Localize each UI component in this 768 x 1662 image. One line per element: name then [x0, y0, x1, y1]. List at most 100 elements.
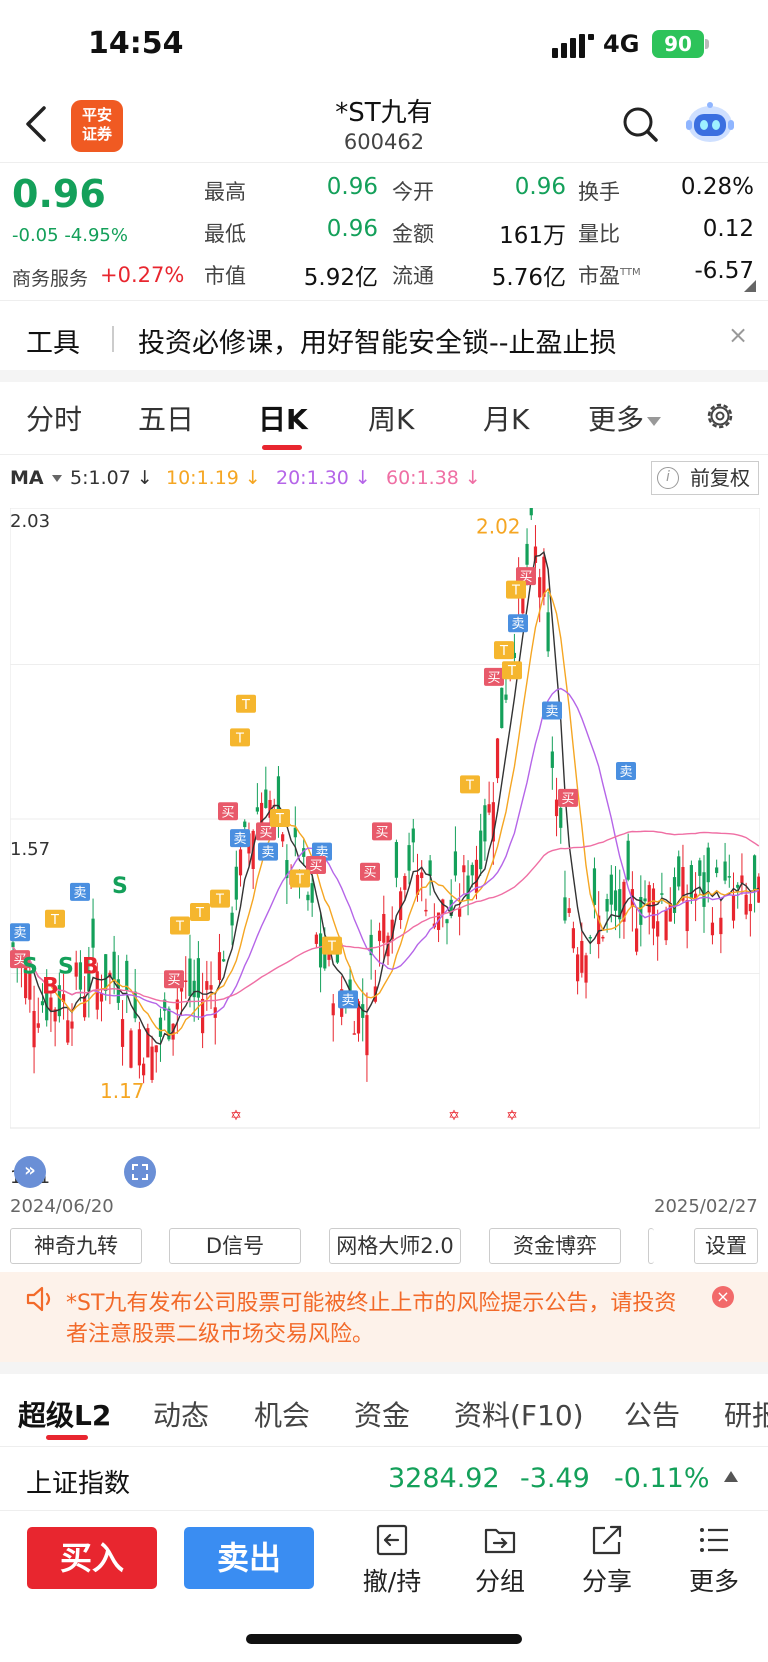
- indicator-button-jiuzhuan[interactable]: 神奇九转: [10, 1228, 142, 1264]
- event-star-icon: ✡: [448, 1108, 460, 1124]
- sector-name[interactable]: 商务服务: [12, 268, 89, 290]
- current-price: 0.96: [12, 172, 106, 216]
- tab-capital[interactable]: 资金: [354, 1399, 411, 1432]
- buy-tag-bg: [164, 970, 184, 989]
- candle-body: [752, 855, 757, 891]
- tab-monthly-k[interactable]: 月K: [483, 403, 530, 436]
- gear-icon[interactable]: [704, 400, 736, 432]
- expand-left-icon[interactable]: »: [14, 1156, 46, 1188]
- back-icon[interactable]: [22, 104, 52, 144]
- signal-letter: B: [82, 955, 99, 980]
- fullscreen-icon[interactable]: [124, 1156, 156, 1188]
- indicator-button-d-signal[interactable]: D信号: [169, 1228, 301, 1264]
- expand-up-icon[interactable]: [724, 1471, 738, 1482]
- candle-body: [142, 1063, 146, 1076]
- close-icon[interactable]: ×: [712, 1286, 734, 1308]
- candle-body: [504, 694, 508, 700]
- cancel-hold-button[interactable]: 撤/持: [347, 1522, 437, 1598]
- undo-icon: [376, 1524, 408, 1556]
- dropdown-arrow-icon: [647, 416, 662, 426]
- candle-body: [40, 1001, 45, 1006]
- tab-dynamics[interactable]: 动态: [153, 1399, 210, 1432]
- buy-tag-bg: [372, 822, 392, 841]
- candle-body: [487, 804, 491, 813]
- sell-tag: 卖: [619, 765, 632, 780]
- candle-body: [685, 900, 689, 932]
- robot-assistant-icon[interactable]: [684, 100, 736, 146]
- more-button[interactable]: 更多: [669, 1522, 759, 1598]
- candle-body: [706, 847, 710, 883]
- candle-body: [613, 890, 618, 911]
- quote-label: 市盈TTM: [578, 264, 641, 288]
- tab-f10[interactable]: 资料(F10): [454, 1399, 584, 1432]
- chart-frame: [10, 508, 760, 1129]
- tab-fenshi[interactable]: 分时: [26, 403, 83, 436]
- quote-value: 0.96: [514, 174, 566, 200]
- candle-body: [133, 991, 137, 1019]
- tab-opportunity[interactable]: 机会: [254, 1399, 311, 1432]
- network-type: 4G: [603, 30, 640, 58]
- candle-body: [53, 1009, 57, 1022]
- tab-super-l2[interactable]: 超级L2: [18, 1399, 112, 1432]
- candle-body: [264, 789, 268, 808]
- tools-promo-text[interactable]: 投资必修课，用好智能安全锁--止盈止损: [138, 328, 617, 359]
- candle-body: [668, 903, 672, 922]
- candle-body: [643, 898, 647, 902]
- sell-button[interactable]: 卖出: [184, 1527, 314, 1589]
- indicator-button-capital-game[interactable]: 资金博弈: [489, 1228, 621, 1264]
- adjustment-selector[interactable]: 前复权: [651, 461, 759, 495]
- tab-weekly-k[interactable]: 周K: [368, 403, 415, 436]
- buy-button[interactable]: 买入: [27, 1527, 157, 1589]
- quote-label: 今开: [392, 180, 434, 204]
- ma-label: MA: [10, 467, 44, 489]
- divider: [0, 454, 768, 455]
- tab-five-day[interactable]: 五日: [138, 403, 195, 436]
- close-icon[interactable]: ×: [728, 321, 749, 349]
- candle-body: [424, 909, 428, 912]
- tab-announcements[interactable]: 公告: [624, 1399, 681, 1432]
- candle-body: [588, 937, 592, 939]
- broker-logo[interactable]: 平安 证券: [71, 100, 123, 152]
- candle-body: [491, 802, 495, 842]
- tools-label[interactable]: 工具: [26, 328, 80, 359]
- t-tag: T: [175, 919, 184, 934]
- buy-tag-bg: [360, 862, 380, 881]
- search-icon[interactable]: [620, 104, 660, 144]
- candle-body: [36, 1023, 40, 1028]
- indicator-button-partial[interactable]: [648, 1228, 654, 1264]
- tab-daily-k[interactable]: 日K: [258, 403, 308, 436]
- candle-body: [281, 834, 285, 842]
- t-tag: T: [499, 644, 508, 659]
- group-button[interactable]: 分组: [455, 1522, 545, 1598]
- t-tag-bg: [506, 580, 526, 599]
- risk-notice[interactable]: [0, 1272, 768, 1362]
- ma-selector[interactable]: MA: [10, 467, 62, 489]
- candle-body: [57, 985, 61, 1017]
- risk-notice-text[interactable]: *ST九有发布公司股票可能被终止上市的风险提示公告，请投资者注意股票二级市场交易…: [66, 1291, 677, 1347]
- tab-research[interactable]: 研报: [724, 1399, 768, 1432]
- buy-tag-bg: [10, 950, 30, 969]
- candle-body: [137, 1029, 142, 1066]
- tab-more[interactable]: 更多: [588, 398, 662, 438]
- status-time: 14:54: [88, 26, 184, 61]
- t-tag: T: [275, 812, 284, 827]
- t-tag-bg: [270, 809, 290, 827]
- buy-tag: 买: [167, 973, 180, 988]
- candle-body: [112, 951, 116, 982]
- quote-value: 0.12: [702, 216, 754, 242]
- candle-body: [61, 994, 66, 1003]
- candle-body: [681, 867, 685, 901]
- indicator-button-grid-master[interactable]: 网格大师2.0: [329, 1228, 461, 1264]
- candle-body: [201, 998, 205, 1034]
- cancel-hold-label: 撤/持: [362, 1567, 422, 1596]
- info-icon: i: [657, 467, 679, 489]
- buy-tag: 买: [221, 805, 234, 820]
- settings-button[interactable]: 设置: [694, 1228, 758, 1264]
- sell-tag-bg: [338, 990, 358, 1009]
- candle-body: [483, 805, 487, 842]
- share-button[interactable]: 分享: [562, 1522, 652, 1598]
- candle-body: [592, 868, 597, 905]
- t-tag-bg: [45, 909, 65, 928]
- buy-tag: 买: [375, 825, 388, 840]
